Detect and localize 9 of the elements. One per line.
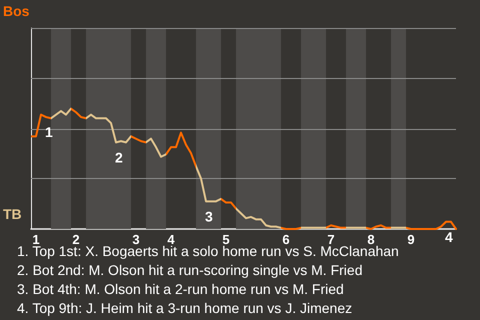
text: Bos <box>3 3 30 19</box>
annotation: 3 <box>205 208 213 224</box>
text: 2. Bot 2nd: M. Olson hit a run-scoring single vs M. Fried <box>17 262 362 278</box>
annotation: 1 <box>45 124 53 140</box>
x-tick-label: 9 <box>407 232 415 247</box>
text: 3. Bot 4th: M. Olson hit a 2-run home run vs M. Fried <box>17 281 344 297</box>
text: TB <box>3 206 22 222</box>
text: 4. Top 9th: J. Heim hit a 3-run home run vs J. Jimenez <box>17 300 352 316</box>
annotation: 2 <box>115 149 123 166</box>
